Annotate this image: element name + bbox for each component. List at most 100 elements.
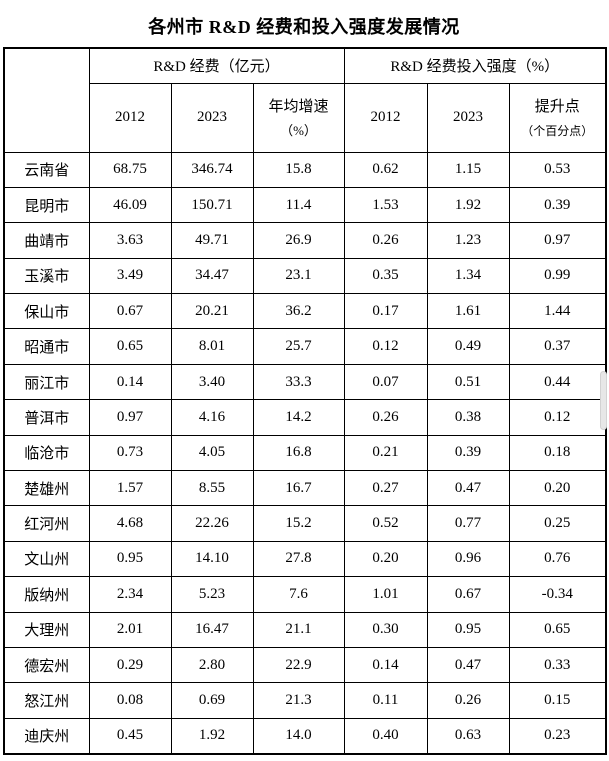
value-cell: 0.20 xyxy=(508,470,607,507)
value-cell: 0.52 xyxy=(343,505,428,542)
value-cell: 27.8 xyxy=(252,540,345,578)
value-cell: 1.15 xyxy=(426,151,510,188)
region-cell: 普洱市 xyxy=(3,399,90,436)
value-cell: 0.26 xyxy=(426,682,510,719)
value-cell: 0.35 xyxy=(343,257,428,295)
value-cell: 0.25 xyxy=(508,505,607,542)
value-cell: 0.67 xyxy=(88,293,172,330)
value-cell: 0.67 xyxy=(426,576,510,613)
table-row: 德宏州 0.29 2.80 22.9 0.14 0.47 0.33 xyxy=(3,646,607,684)
region-cell: 版纳州 xyxy=(3,576,90,613)
value-cell: 26.9 xyxy=(252,222,345,259)
sub-header-lift-line2: （个百分点） xyxy=(521,123,594,138)
sub-header-expense-2012: 2012 xyxy=(88,82,172,153)
value-cell: 0.65 xyxy=(508,611,607,648)
region-cell: 红河州 xyxy=(3,505,90,542)
value-cell: 0.30 xyxy=(343,611,428,648)
value-cell: 0.47 xyxy=(426,470,510,507)
value-cell: 0.47 xyxy=(426,646,510,684)
value-cell: 0.33 xyxy=(508,646,607,684)
corner-cell xyxy=(3,47,90,153)
value-cell: 0.53 xyxy=(508,151,607,188)
value-cell: 0.44 xyxy=(508,363,607,401)
value-cell: 1.23 xyxy=(426,222,510,259)
value-cell: 1.44 xyxy=(508,293,607,330)
table-row: 文山州 0.95 14.10 27.8 0.20 0.96 0.76 xyxy=(3,540,607,578)
value-cell: 46.09 xyxy=(88,186,172,224)
value-cell: 1.57 xyxy=(88,470,172,507)
value-cell: 0.97 xyxy=(88,399,172,436)
value-cell: 1.61 xyxy=(426,293,510,330)
value-cell: 4.68 xyxy=(88,505,172,542)
table-row: 怒江州 0.08 0.69 21.3 0.11 0.26 0.15 xyxy=(3,682,607,719)
value-cell: 0.99 xyxy=(508,257,607,295)
value-cell: 0.49 xyxy=(426,328,510,365)
value-cell: 346.74 xyxy=(170,151,254,188)
region-cell: 昭通市 xyxy=(3,328,90,365)
value-cell: 16.7 xyxy=(252,470,345,507)
value-cell: 150.71 xyxy=(170,186,254,224)
value-cell: 1.92 xyxy=(426,186,510,224)
value-cell: 22.26 xyxy=(170,505,254,542)
region-cell: 楚雄州 xyxy=(3,470,90,507)
value-cell: 20.21 xyxy=(170,293,254,330)
value-cell: 1.01 xyxy=(343,576,428,613)
table-row: 大理州 2.01 16.47 21.1 0.30 0.95 0.65 xyxy=(3,611,607,648)
value-cell: 0.20 xyxy=(343,540,428,578)
value-cell: 0.26 xyxy=(343,222,428,259)
region-cell: 德宏州 xyxy=(3,646,90,684)
value-cell: 3.40 xyxy=(170,363,254,401)
sub-header-growth-line2: （%） xyxy=(280,122,317,138)
value-cell: 0.76 xyxy=(508,540,607,578)
value-cell: 0.45 xyxy=(88,717,172,755)
value-cell: 3.49 xyxy=(88,257,172,295)
value-cell: 0.14 xyxy=(343,646,428,684)
value-cell: 14.0 xyxy=(252,717,345,755)
value-cell: 0.12 xyxy=(508,399,607,436)
value-cell: 0.27 xyxy=(343,470,428,507)
value-cell: 2.34 xyxy=(88,576,172,613)
value-cell: 23.1 xyxy=(252,257,345,295)
value-cell: 34.47 xyxy=(170,257,254,295)
value-cell: 0.40 xyxy=(343,717,428,755)
value-cell: 21.3 xyxy=(252,682,345,719)
table-row: 昭通市 0.65 8.01 25.7 0.12 0.49 0.37 xyxy=(3,328,607,365)
value-cell: 11.4 xyxy=(252,186,345,224)
value-cell: 15.2 xyxy=(252,505,345,542)
value-cell: 0.39 xyxy=(426,434,510,472)
value-cell: 14.10 xyxy=(170,540,254,578)
value-cell: 0.62 xyxy=(343,151,428,188)
scrollbar-thumb[interactable] xyxy=(600,371,607,430)
sub-header-lift: 提升点 （个百分点） xyxy=(508,82,607,153)
value-cell: 0.07 xyxy=(343,363,428,401)
region-cell: 玉溪市 xyxy=(3,257,90,295)
value-cell: 0.97 xyxy=(508,222,607,259)
value-cell: 25.7 xyxy=(252,328,345,365)
value-cell: 7.6 xyxy=(252,576,345,613)
table-row: 迪庆州 0.45 1.92 14.0 0.40 0.63 0.23 xyxy=(3,717,607,755)
value-cell: 0.73 xyxy=(88,434,172,472)
value-cell: 49.71 xyxy=(170,222,254,259)
region-cell: 临沧市 xyxy=(3,434,90,472)
value-cell: 0.69 xyxy=(170,682,254,719)
value-cell: 0.95 xyxy=(426,611,510,648)
sub-header-growth-line1: 年均增速 xyxy=(268,98,329,115)
group-header-expense: R&D 经费（亿元） xyxy=(88,47,345,84)
value-cell: 0.38 xyxy=(426,399,510,436)
value-cell: 0.11 xyxy=(343,682,428,719)
table-row: 版纳州 2.34 5.23 7.6 1.01 0.67 -0.34 xyxy=(3,576,607,613)
region-cell: 曲靖市 xyxy=(3,222,90,259)
value-cell: 0.39 xyxy=(508,186,607,224)
value-cell: 0.77 xyxy=(426,505,510,542)
value-cell: 2.01 xyxy=(88,611,172,648)
value-cell: 14.2 xyxy=(252,399,345,436)
value-cell: 4.16 xyxy=(170,399,254,436)
rd-table: R&D 经费（亿元） R&D 经费投入强度（%） 2012 2023 年均增速 … xyxy=(3,47,608,755)
value-cell: 3.63 xyxy=(88,222,172,259)
table-row: 普洱市 0.97 4.16 14.2 0.26 0.38 0.12 xyxy=(3,399,607,436)
sub-header-growth: 年均增速 （%） xyxy=(252,82,345,153)
region-cell: 丽江市 xyxy=(3,363,90,401)
value-cell: 0.63 xyxy=(426,717,510,755)
value-cell: 1.34 xyxy=(426,257,510,295)
